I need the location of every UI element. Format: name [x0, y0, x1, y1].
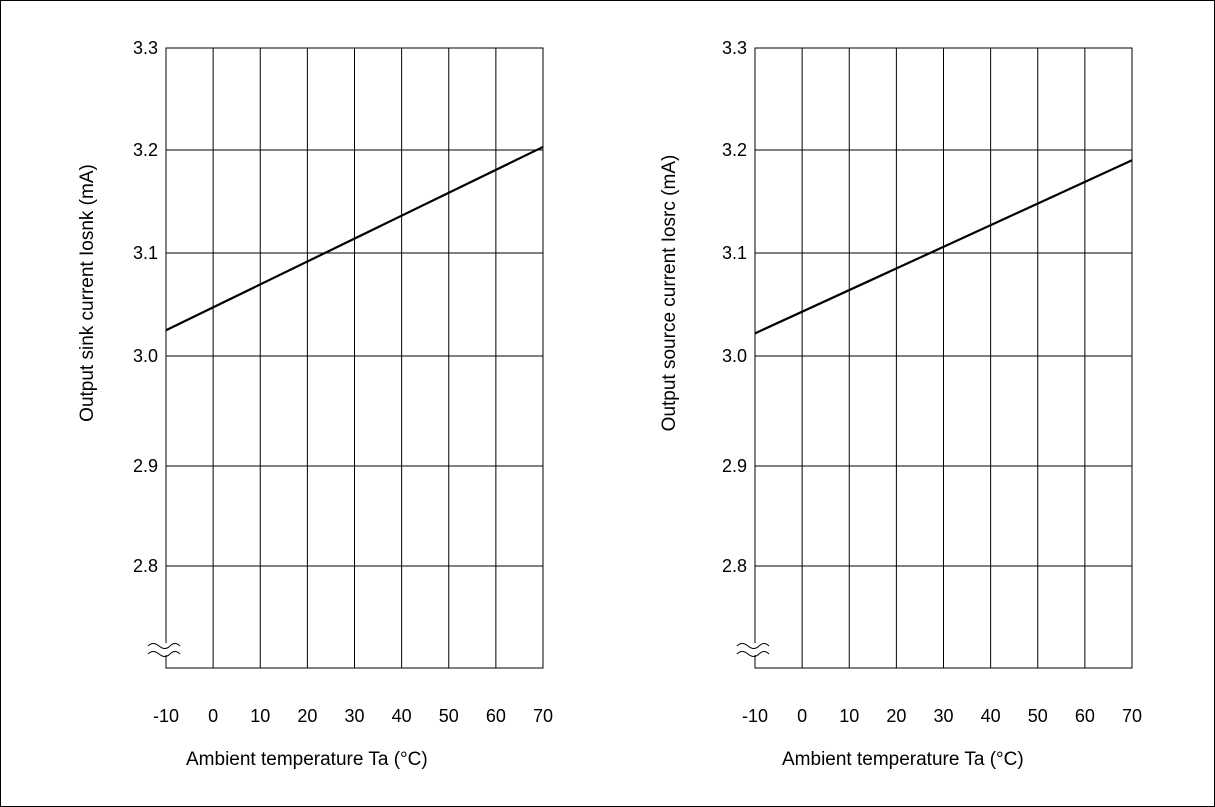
- plot-grid: [736, 47, 1133, 669]
- plot-series: [165, 145, 544, 332]
- y-tick-label: 2.8: [133, 556, 158, 576]
- y-tick-label: 2.8: [722, 556, 747, 576]
- x-tick-label: 60: [486, 706, 506, 726]
- x-tick-label: 40: [981, 706, 1001, 726]
- axis-break-mark: [736, 651, 770, 657]
- x-tick-label: 20: [297, 706, 317, 726]
- axis-break-mark: [736, 643, 770, 649]
- x-tick-labels: -10 0 10 20 30 40 50 60 70: [742, 706, 1142, 726]
- x-tick-label: -10: [153, 706, 179, 726]
- x-tick-labels: -10 0 10 20 30 40 50 60 70: [153, 706, 553, 726]
- x-axis-label: Ambient temperature Ta (°C): [186, 749, 428, 770]
- y-axis-label: Output sink current Iosnk (mA): [77, 164, 98, 422]
- x-tick-label: 0: [797, 706, 807, 726]
- series-line: [165, 145, 544, 332]
- axis-break-mark: [147, 643, 181, 649]
- y-tick-labels: 3.3 3.2 3.1 3.0 2.9 2.8: [722, 38, 747, 576]
- y-tick-label: 3.2: [133, 140, 158, 160]
- y-tick-label: 3.1: [722, 243, 747, 263]
- x-tick-label: 20: [886, 706, 906, 726]
- x-tick-label: 50: [1028, 706, 1048, 726]
- y-tick-labels: 3.3 3.2 3.1 3.0 2.9 2.8: [133, 38, 158, 576]
- x-tick-label: 30: [344, 706, 364, 726]
- y-tick-label: 3.0: [722, 346, 747, 366]
- x-tick-label: 10: [250, 706, 270, 726]
- chart-sink-current: 3.3 3.2 3.1 3.0 2.9 2.8 -10 0 10 20 30 40 50 60 70 Ou…: [77, 38, 553, 770]
- plot-series: [754, 159, 1133, 335]
- y-tick-label: 3.3: [722, 38, 747, 58]
- y-axis-label: Output source current Iosrc (mA): [659, 155, 680, 432]
- y-tick-label: 2.9: [133, 456, 158, 476]
- y-tick-label: 3.1: [133, 243, 158, 263]
- x-tick-label: 70: [533, 706, 553, 726]
- x-tick-label: 0: [208, 706, 218, 726]
- y-tick-label: 3.2: [722, 140, 747, 160]
- x-axis-label: Ambient temperature Ta (°C): [782, 749, 1024, 770]
- x-tick-label: 50: [439, 706, 459, 726]
- chart-source-current: 3.3 3.2 3.1 3.0 2.9 2.8 -10 0 10 20 30 40 50 60 70 Ou…: [659, 38, 1142, 770]
- y-tick-label: 2.9: [722, 456, 747, 476]
- axis-break-mask: [150, 643, 172, 655]
- x-tick-label: 40: [392, 706, 412, 726]
- y-tick-label: 3.0: [133, 346, 158, 366]
- x-tick-label: 60: [1075, 706, 1095, 726]
- x-tick-label: 70: [1122, 706, 1142, 726]
- axis-break-mask: [739, 643, 761, 655]
- series-line: [754, 159, 1133, 335]
- axis-break-mark: [147, 651, 181, 657]
- x-tick-label: -10: [742, 706, 768, 726]
- plot-grid: [147, 47, 544, 669]
- x-tick-label: 30: [933, 706, 953, 726]
- y-tick-label: 3.3: [133, 38, 158, 58]
- x-tick-label: 10: [839, 706, 859, 726]
